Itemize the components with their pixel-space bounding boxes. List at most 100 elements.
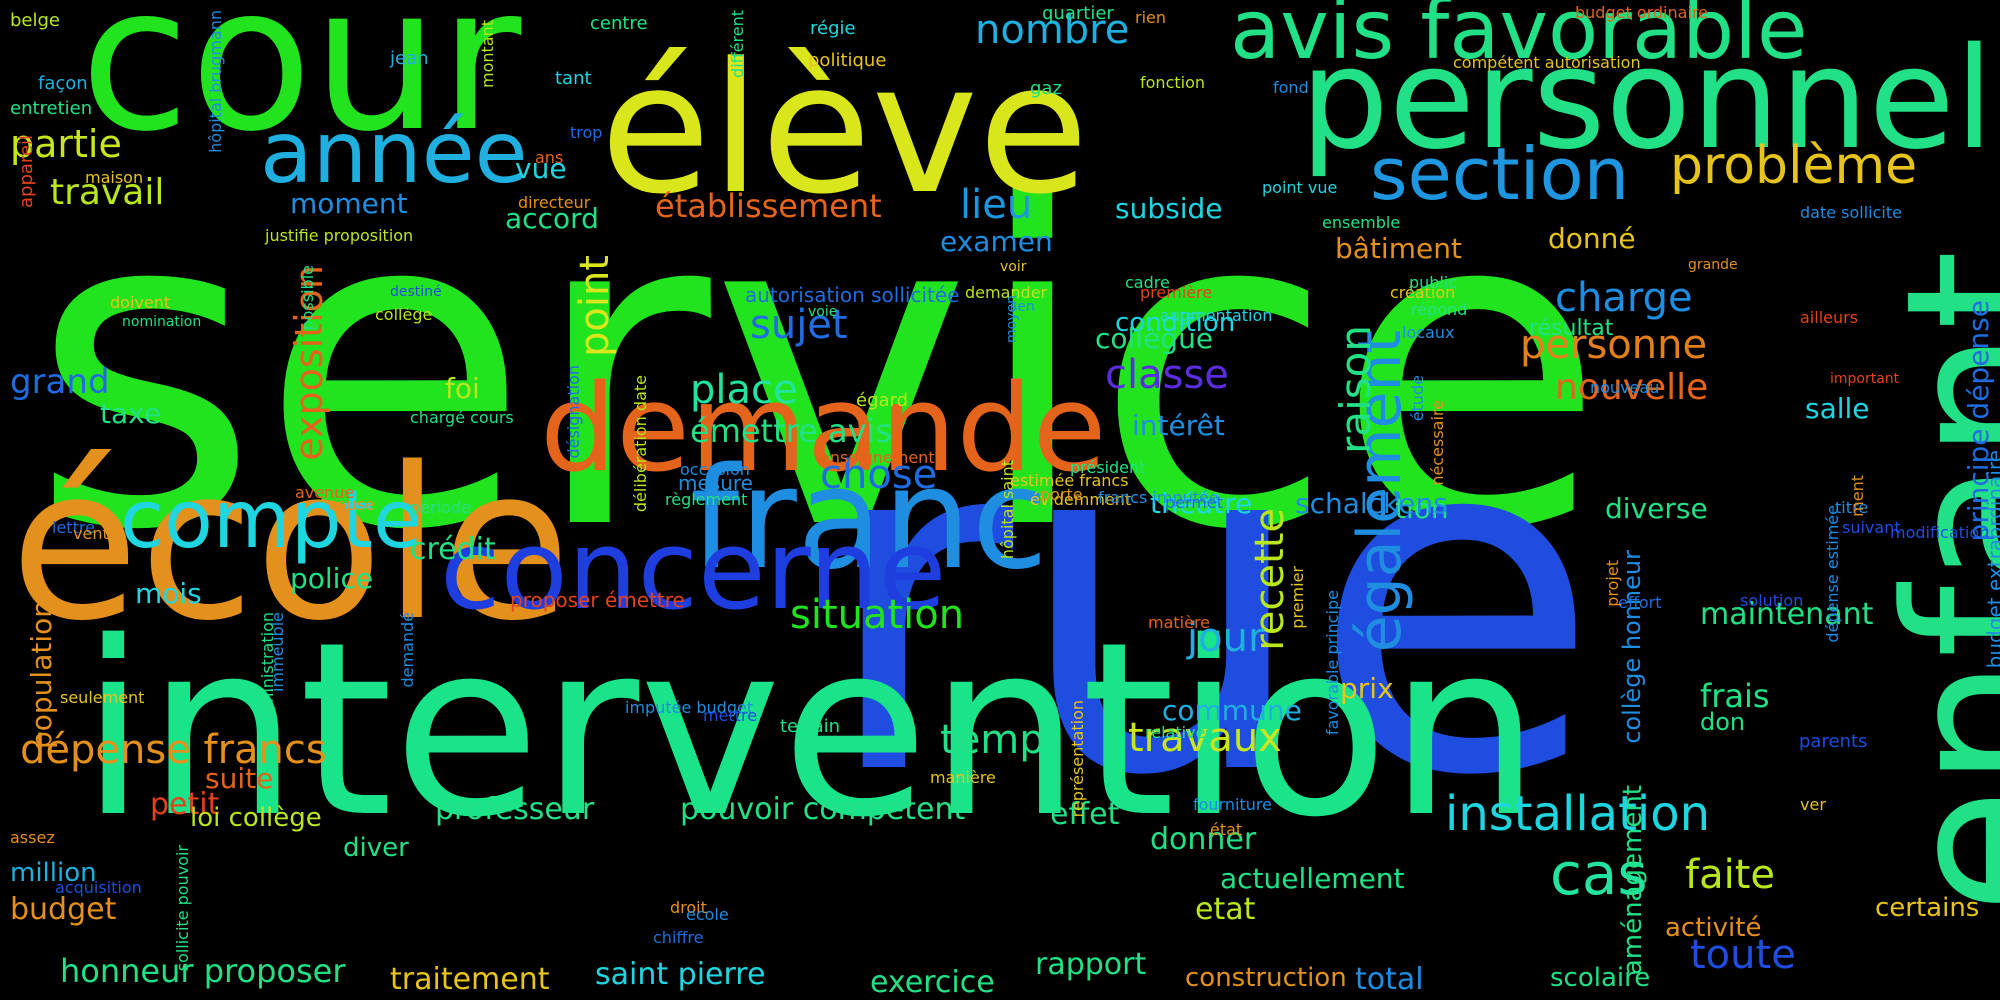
word: temp bbox=[940, 717, 1045, 763]
word: traitement bbox=[390, 962, 550, 997]
word: activité bbox=[1665, 913, 1762, 943]
word: nombre bbox=[975, 7, 1130, 53]
word: assez bbox=[10, 828, 55, 847]
word: avenue bbox=[295, 483, 355, 502]
word: demander bbox=[965, 283, 1048, 302]
word: état bbox=[1210, 820, 1243, 839]
word: personne bbox=[1520, 322, 1708, 368]
word: tion bbox=[1395, 492, 1449, 525]
word: appareil bbox=[16, 135, 37, 208]
word: collègue bbox=[1095, 322, 1214, 355]
word: seulement bbox=[60, 688, 145, 707]
word: solution bbox=[1740, 591, 1804, 610]
word: toute bbox=[1690, 932, 1796, 978]
word: intervention bbox=[80, 590, 1541, 870]
word: partie bbox=[10, 122, 122, 166]
word: modification bbox=[1890, 523, 1990, 542]
word: période bbox=[410, 498, 471, 517]
word: accord bbox=[505, 202, 599, 235]
word: service bbox=[30, 114, 1607, 626]
word: prix bbox=[1340, 672, 1394, 705]
word: gaz bbox=[1030, 78, 1062, 99]
word: dépense francs bbox=[20, 727, 327, 773]
word: population bbox=[25, 600, 58, 749]
word: cour bbox=[80, 0, 522, 176]
word: première bbox=[1140, 283, 1213, 302]
word: ment bbox=[1848, 475, 1867, 517]
word: etat bbox=[1195, 892, 1256, 927]
word: centre bbox=[590, 13, 648, 34]
word: maison bbox=[85, 168, 144, 187]
word: professeur bbox=[435, 792, 595, 827]
word: mois bbox=[135, 577, 202, 610]
word: vente bbox=[73, 524, 119, 543]
word: compétent autorisation bbox=[1453, 53, 1641, 72]
word: travaux bbox=[1128, 715, 1282, 761]
word: tant bbox=[555, 68, 592, 89]
word: règlement bbox=[665, 490, 748, 509]
word: loi collège bbox=[190, 803, 322, 833]
word: place bbox=[690, 367, 798, 413]
word: construction bbox=[1185, 963, 1347, 993]
word: manière bbox=[930, 768, 996, 787]
word: francs imputée bbox=[1098, 488, 1219, 507]
word: effort bbox=[1618, 593, 1662, 612]
word: taxe bbox=[100, 397, 162, 430]
word: cas bbox=[1550, 840, 1648, 908]
word: concerne bbox=[440, 506, 947, 634]
word: police bbox=[290, 562, 374, 595]
word: moyen bbox=[1004, 295, 1020, 343]
word: sen bbox=[1010, 299, 1035, 315]
word: faite bbox=[1685, 852, 1775, 898]
word: rien bbox=[1135, 8, 1167, 27]
word: pouvoir compétent bbox=[680, 792, 966, 827]
word: nomination bbox=[122, 314, 202, 330]
word: création bbox=[1390, 283, 1456, 302]
word: voir bbox=[1000, 259, 1027, 275]
word: évidemment bbox=[1030, 490, 1132, 509]
word: théâtre bbox=[1150, 487, 1253, 520]
word: mesure bbox=[678, 471, 753, 495]
word: avis favorable bbox=[1230, 0, 1808, 78]
word: ailleurs bbox=[1800, 308, 1859, 327]
word: subside bbox=[1115, 192, 1223, 225]
word: actuellement bbox=[1220, 862, 1405, 895]
word: différent bbox=[728, 10, 747, 78]
word: premier bbox=[1288, 566, 1307, 629]
word: raison bbox=[1331, 325, 1380, 454]
word: hôpital brugmann bbox=[206, 10, 225, 153]
word: répond bbox=[1411, 300, 1468, 319]
word: installation bbox=[1445, 786, 1711, 842]
word: crédit bbox=[410, 532, 496, 567]
word: désignation bbox=[564, 365, 583, 459]
word: lettre bbox=[52, 518, 95, 537]
word: justifie proposition bbox=[265, 226, 414, 245]
word: destiné bbox=[390, 284, 442, 300]
word: permet bbox=[1165, 493, 1223, 512]
word: point bbox=[572, 255, 618, 358]
word: travail bbox=[50, 172, 165, 213]
word: régie bbox=[810, 18, 856, 39]
word: diverse bbox=[1605, 492, 1708, 525]
word: suite bbox=[205, 762, 274, 795]
word: administration bbox=[258, 612, 277, 729]
word: problème bbox=[1670, 136, 1918, 196]
word: point vue bbox=[1262, 178, 1338, 197]
word: ans bbox=[535, 148, 564, 167]
word: chiffre bbox=[653, 928, 704, 947]
word: élève bbox=[600, 25, 1089, 234]
word: autorisation sollicitée bbox=[745, 283, 960, 307]
word: mettre bbox=[703, 706, 758, 725]
word: million bbox=[10, 858, 97, 888]
word: nouveau bbox=[1590, 378, 1660, 397]
word: nécessaire bbox=[1428, 400, 1447, 486]
word: voie bbox=[808, 304, 838, 320]
word: chose bbox=[820, 452, 938, 498]
word: étude bbox=[1408, 375, 1427, 422]
word: budget ordinaire bbox=[1575, 3, 1708, 22]
word: scolaire bbox=[1550, 963, 1651, 993]
word: total bbox=[1355, 962, 1424, 997]
word: parents bbox=[1799, 731, 1868, 752]
word: projet bbox=[1603, 560, 1622, 607]
word: nouvelle bbox=[1555, 367, 1709, 408]
